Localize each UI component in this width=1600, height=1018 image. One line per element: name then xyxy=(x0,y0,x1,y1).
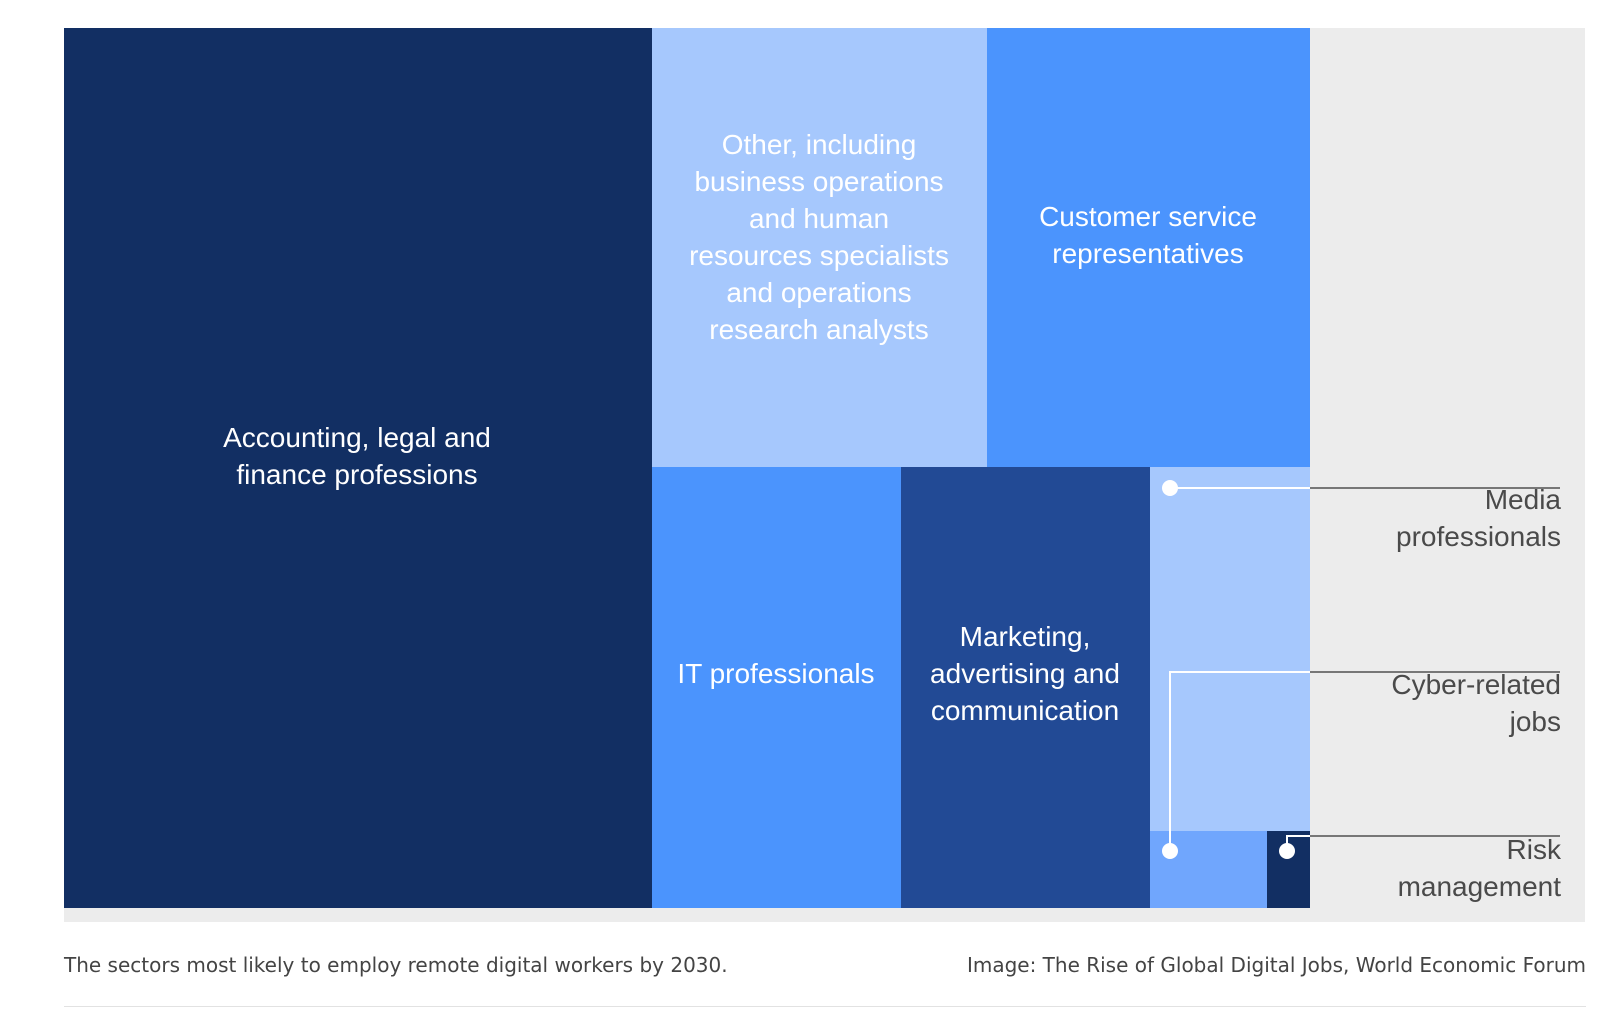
dot-media xyxy=(1162,480,1178,496)
tile-other xyxy=(652,28,987,467)
tile-cyber-related-jobs xyxy=(1150,831,1267,908)
label-accounting: Accounting, legal and finance professions xyxy=(223,422,491,490)
tile-accounting xyxy=(64,28,652,908)
figure-caption: The sectors most likely to employ remote… xyxy=(64,953,728,977)
divider xyxy=(64,1006,1586,1007)
label-marketing: Marketing, advertising and communication xyxy=(930,621,1120,726)
image-credit: Image: The Rise of Global Digital Jobs, … xyxy=(966,953,1586,977)
label-cyber-related-jobs: Cyber-related jobs xyxy=(1391,669,1561,737)
tile-risk-management xyxy=(1267,831,1310,908)
label-other: Other, including business operations and h… xyxy=(689,129,949,345)
tile-customer-service-representatives xyxy=(987,28,1310,467)
label-risk-management: Risk management xyxy=(1398,834,1562,902)
label-media-professionals: Media professionals xyxy=(1396,484,1561,552)
label-it-professionals: IT professionals xyxy=(677,658,874,689)
leader-cyber-inner xyxy=(1169,671,1310,851)
tile-it-professionals xyxy=(652,467,901,908)
dot-cyber xyxy=(1162,843,1178,859)
label-customer-service-representatives: Customer service representatives xyxy=(1039,201,1257,269)
tile-media-professionals xyxy=(1150,467,1310,831)
tile-marketing xyxy=(901,467,1150,908)
dot-risk xyxy=(1279,843,1295,859)
